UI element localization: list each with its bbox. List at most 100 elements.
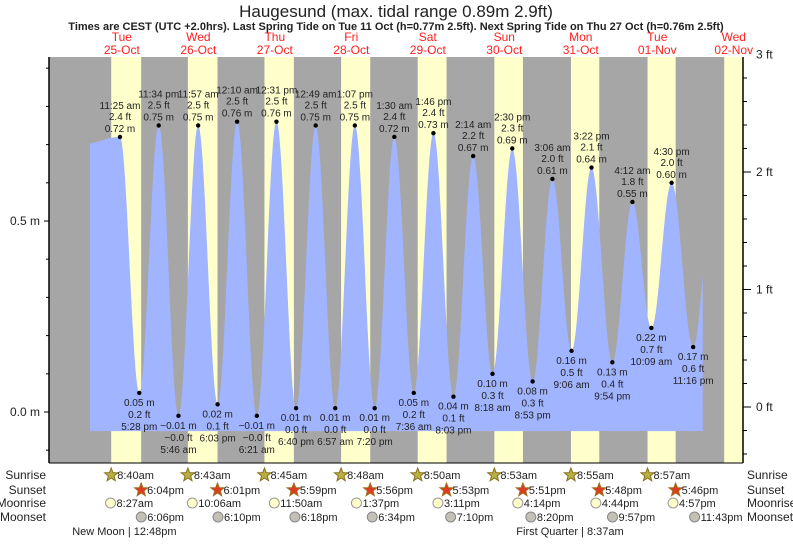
sunset-time: 5:59pm: [300, 485, 337, 497]
tide-time: 11:25 am: [100, 101, 141, 112]
tide-time: 8:18 am: [474, 403, 510, 414]
tide-meters: 0.01 m: [281, 413, 312, 424]
moon-phase-label: First Quarter | 8:37am: [516, 526, 623, 538]
sunrise-time: 8:53am: [500, 470, 537, 482]
tide-time: 12:31 pm: [256, 86, 298, 97]
tide-point-low: −0.01 m−0.0 ft6:21 am: [239, 413, 275, 456]
moonset-icon: [212, 511, 224, 523]
sunset-icon: [133, 481, 150, 497]
sunset-time: 5:46pm: [682, 485, 719, 497]
tide-meters: 0.04 m: [438, 402, 469, 413]
day-weekday: Wed: [722, 30, 746, 44]
tide-dot: [156, 123, 161, 128]
tide-feet: 2.5 ft: [305, 101, 327, 112]
tide-feet: 0.3 ft: [481, 391, 503, 402]
tide-point-high: 1:07 pm2.5 ft0.75 m: [337, 90, 373, 128]
tide-feet: 0.2 ft: [403, 410, 425, 421]
tide-meters: −0.01 m: [160, 421, 196, 432]
ft-tick-label: 0 ft: [756, 400, 773, 414]
tide-meters: 0.75 m: [300, 113, 331, 124]
sunrise-icon: [179, 466, 196, 482]
day-weekday: Sat: [419, 30, 438, 44]
tide-dot: [610, 360, 615, 365]
moonrise-icon: [186, 497, 198, 509]
tide-point-high: 12:31 pm2.5 ft0.76 m: [256, 86, 298, 124]
m-tick-label: 0.0 m: [10, 405, 40, 419]
sunrise-time: 8:50am: [424, 470, 461, 482]
tide-feet: 2.5 ft: [187, 101, 209, 112]
tide-meters: 0.05 m: [398, 398, 429, 409]
sunrise-icon: [103, 466, 120, 482]
moonset-time: 6:34pm: [378, 512, 415, 524]
tide-time: 6:40 pm: [278, 437, 314, 448]
moonset-icon: [689, 511, 701, 523]
tide-time: 3:22 pm: [573, 132, 609, 143]
tide-meters: 0.60 m: [656, 170, 687, 181]
tide-meters: 0.16 m: [556, 356, 587, 367]
ft-tick-label: 1 ft: [756, 283, 773, 297]
sunset-time: 5:53pm: [453, 485, 490, 497]
tide-meters: 0.69 m: [497, 135, 528, 146]
row-label-right: Sunrise: [747, 468, 788, 482]
tide-meters: 0.76 m: [222, 109, 253, 120]
day-weekday: Thu: [264, 30, 285, 44]
row-label-right: Moonset: [747, 510, 793, 524]
moonset-icon: [135, 511, 147, 523]
row-label-left: Moonset: [0, 510, 47, 524]
tide-dot: [333, 405, 338, 411]
tide-meters: 0.64 m: [576, 155, 607, 166]
tide-feet: 2.4 ft: [422, 108, 444, 119]
tide-meters: 0.76 m: [261, 109, 292, 120]
tide-feet: 0.7 ft: [640, 345, 662, 356]
row-label-right: Sunset: [747, 483, 785, 497]
tide-dot: [530, 379, 535, 384]
tide-feet: 2.5 ft: [344, 101, 366, 112]
sunrise-time: 8:40am: [117, 470, 154, 482]
tide-meters: 0.75 m: [183, 113, 214, 124]
day-date: 31-Oct: [563, 43, 600, 57]
sunset-time: 5:56pm: [376, 485, 413, 497]
sunset-icon: [514, 481, 531, 497]
row-label-right: Moonrise: [747, 496, 793, 510]
tide-feet: 2.4 ft: [109, 112, 131, 123]
tide-time: 9:06 am: [553, 380, 589, 391]
tide-meters: 0.13 m: [597, 367, 628, 378]
moonset-icon: [525, 511, 537, 523]
tide-time: 5:28 pm: [121, 422, 157, 433]
tide-feet: 2.5 ft: [226, 97, 248, 108]
moonset-icon: [289, 511, 301, 523]
tide-point-high: 12:10 am2.5 ft0.76 m: [216, 86, 258, 124]
tide-dot: [569, 348, 574, 354]
tide-dot: [411, 390, 416, 396]
day-date: 02-Nov: [714, 43, 753, 57]
tide-time: 9:54 pm: [594, 391, 630, 402]
tide-time: 1:30 am: [376, 101, 412, 112]
moonrise-time: 3:11pm: [444, 498, 480, 510]
sunrise-icon: [562, 466, 579, 482]
row-label-left: Sunrise: [5, 468, 46, 482]
tide-time: 12:10 am: [216, 86, 258, 97]
day-date: 25-Oct: [104, 43, 141, 57]
tide-feet: 2.5 ft: [265, 97, 287, 108]
tide-point-low: 0.04 m0.1 ft8:03 pm: [435, 394, 472, 437]
tide-time: 2:14 am: [455, 120, 491, 131]
chart-title: Haugesund (max. tidal range 0.89m 2.9ft): [239, 2, 553, 21]
sunrise-icon: [409, 466, 426, 482]
moonrise-icon: [105, 497, 117, 509]
day-date: 29-Oct: [410, 43, 447, 57]
tide-dot: [510, 146, 515, 151]
tide-meters: 0.73 m: [418, 120, 449, 131]
tide-time: 2:30 pm: [494, 112, 530, 123]
tide-dot: [117, 134, 123, 140]
tide-time: 11:16 pm: [673, 376, 714, 387]
tide-meters: 0.72 m: [105, 124, 136, 135]
tide-time: 4:12 am: [614, 166, 650, 177]
day-date: 30-Oct: [486, 43, 523, 57]
tide-feet: 2.3 ft: [501, 123, 523, 134]
sunrise-time: 8:45am: [270, 470, 307, 482]
tide-dot: [392, 134, 397, 140]
tide-meters: 0.17 m: [678, 352, 709, 363]
tide-feet: 2.5 ft: [148, 101, 170, 112]
